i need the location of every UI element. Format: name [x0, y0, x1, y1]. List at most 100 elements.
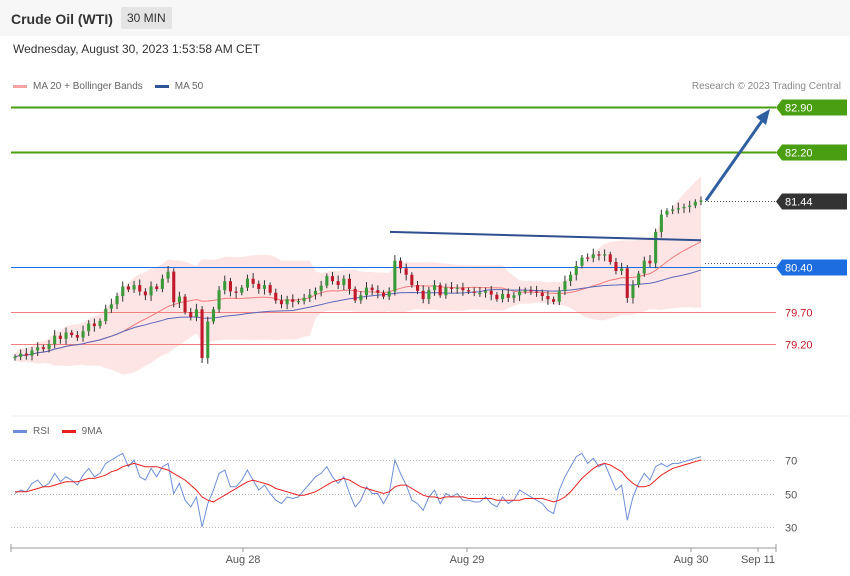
candle-body — [53, 335, 57, 344]
candle-body — [529, 290, 533, 292]
rsi-legend: RSI 9MA — [13, 426, 114, 437]
candle-body — [47, 344, 51, 350]
candle-body — [552, 299, 556, 302]
candle-body — [535, 291, 539, 293]
support-price-label: 79.20 — [785, 340, 813, 352]
annotations-layer — [389, 109, 770, 242]
candle-body — [433, 285, 437, 291]
candle-body — [393, 260, 397, 292]
candle-body — [30, 350, 34, 356]
projection-arrow-shaft — [704, 117, 766, 202]
resistance-price-tag — [776, 99, 847, 116]
legend-rsi-label: RSI — [33, 426, 50, 437]
candle-body — [574, 265, 578, 275]
candle-body — [279, 300, 283, 305]
candle-body — [359, 295, 363, 301]
candle-body — [211, 309, 215, 322]
candle-body — [597, 254, 601, 256]
candle-body — [659, 214, 663, 232]
candle-body — [665, 210, 669, 215]
candle-body — [438, 285, 442, 296]
candle-body — [13, 356, 17, 359]
candle-body — [234, 291, 238, 293]
candle-body — [228, 281, 232, 292]
rsi-ma-line — [15, 459, 702, 503]
candle-body — [121, 286, 125, 296]
candle-body — [274, 292, 278, 301]
candle-body — [387, 291, 391, 297]
bollinger-band-area — [15, 176, 701, 375]
candle-body — [364, 287, 368, 296]
candle-body — [98, 320, 102, 326]
ma50-swatch — [154, 85, 169, 88]
candle-body — [24, 353, 28, 356]
candle-body — [194, 309, 198, 318]
candle-body — [251, 278, 255, 284]
candle-body — [654, 231, 658, 264]
candle-body — [302, 297, 306, 302]
candle-body — [399, 260, 403, 269]
candle-body — [155, 286, 159, 289]
rsi-level-label: 70 — [785, 456, 797, 468]
candle-body — [92, 323, 96, 327]
x-tick-label: Aug 28 — [226, 554, 261, 566]
candle-body — [523, 290, 527, 292]
timeframe-button[interactable]: 30 MIN — [121, 7, 172, 29]
rsi-line — [14, 452, 702, 528]
candle-body — [688, 205, 692, 207]
chart-header: Crude Oil (WTI) 30 MIN — [0, 0, 850, 36]
candle-body — [347, 278, 351, 289]
candle-body — [183, 296, 187, 312]
candle-body — [189, 312, 193, 318]
candle-body — [455, 287, 459, 289]
legend-ma50-label: MA 50 — [174, 81, 204, 92]
candle-body — [614, 262, 618, 271]
candle-body — [87, 323, 91, 332]
candle-body — [330, 276, 334, 282]
candle-body — [75, 335, 79, 338]
candle-body — [285, 299, 289, 305]
x-tick-label: Aug 29 — [450, 554, 485, 566]
candle-body — [353, 288, 357, 301]
candle-body — [427, 290, 431, 300]
moving-averages-layer — [14, 241, 702, 358]
candle-body — [540, 292, 544, 296]
candle-body — [132, 285, 136, 290]
candle-body — [642, 260, 646, 274]
candle-body — [308, 294, 312, 298]
candle-body — [376, 290, 380, 293]
candle-body — [484, 290, 488, 293]
candle-body — [467, 290, 471, 292]
candle-body — [478, 292, 482, 294]
candle-body — [240, 287, 244, 293]
candle-body — [603, 254, 607, 256]
price-levels-layer — [11, 106, 776, 345]
last-price-tag — [776, 193, 847, 210]
legend-rsi-ma-label: 9MA — [81, 426, 103, 437]
candle-body — [257, 283, 261, 289]
candle-body — [671, 209, 675, 211]
candle-body — [608, 254, 612, 262]
candle-body — [489, 290, 493, 295]
candle-body — [693, 201, 697, 206]
chart-datetime: Wednesday, August 30, 2023 1:53:58 AM CE… — [13, 42, 261, 56]
last-price-label: 81.44 — [785, 197, 813, 209]
rsi-swatch — [13, 430, 27, 433]
legend-ma20-label: MA 20 + Bollinger Bands — [33, 81, 143, 92]
candle-body — [637, 273, 641, 285]
candle-body — [217, 290, 221, 310]
candle-body — [450, 287, 454, 289]
pivot-price-tag — [776, 259, 847, 276]
candle-body — [382, 292, 386, 297]
candle-body — [177, 296, 181, 303]
resistance-price-label: 82.20 — [785, 148, 813, 160]
price-legend: MA 20 + Bollinger Bands MA 50 — [13, 81, 215, 92]
resistance-price-tag — [776, 144, 847, 161]
candle-body — [70, 332, 74, 336]
candle-body — [404, 268, 408, 275]
candle-body — [625, 268, 629, 298]
candle-body — [342, 278, 346, 286]
candle-body — [416, 285, 420, 291]
candle-body — [41, 347, 45, 350]
